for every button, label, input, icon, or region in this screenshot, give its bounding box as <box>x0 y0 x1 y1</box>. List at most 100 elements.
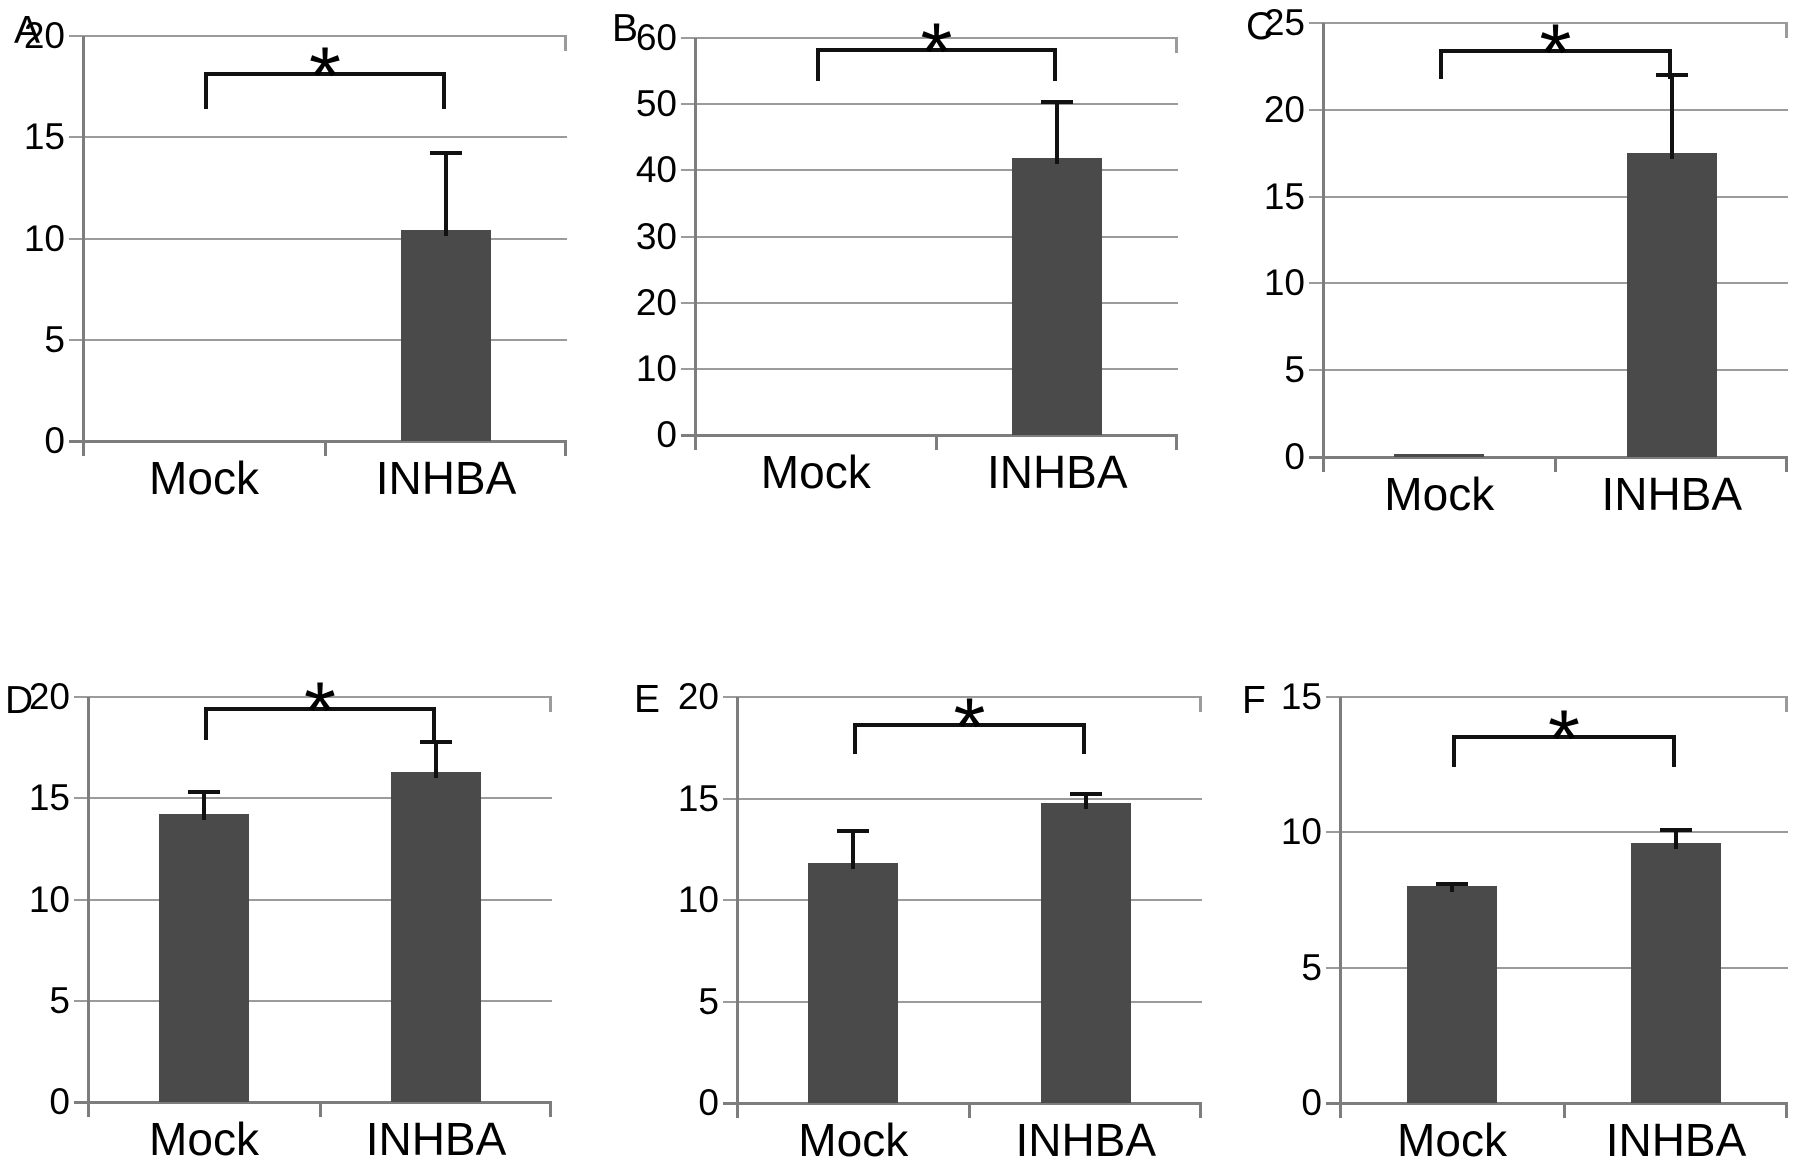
panel-E-gridline-5 <box>723 1000 1202 1003</box>
panel-E-ytick-0: 0 <box>698 1082 719 1123</box>
panel-A-ytick-5: 5 <box>44 318 65 360</box>
panel-F-errorbar-stem-Mock <box>1450 883 1454 893</box>
panel-C-bar-INHBA <box>1626 153 1717 457</box>
panel-B-ytick-40: 40 <box>635 149 677 191</box>
panel-E-label: E <box>634 678 661 721</box>
panel-B-errorbar-cap-INHBA <box>1041 100 1074 105</box>
panel-D-sig-asterisk: * <box>304 666 336 758</box>
panel-D-sig-bracket-top <box>204 707 436 712</box>
panel-E-sig-bracket-top <box>853 723 1086 728</box>
panel-E-gridline-10 <box>723 899 1202 901</box>
panel-D-errorbar-cap-Mock <box>188 790 220 795</box>
panel-F-ytick-10: 10 <box>1280 811 1322 853</box>
panel-C-xcat-INHBA: INHBA <box>1601 468 1743 520</box>
panel-D-top-end-tick <box>549 697 552 712</box>
panel-A-xcat-Mock: Mock <box>149 452 259 504</box>
panel-A-errorbar-stem-INHBA <box>444 153 448 237</box>
panel-B-top-end-tick <box>1175 38 1178 53</box>
panel-A-ytick-10: 10 <box>23 217 65 259</box>
panel-C-sig-bracket-top <box>1439 49 1672 54</box>
panel-D-xcat-INHBA: INHBA <box>365 1113 507 1165</box>
panel-B-y-axis <box>693 38 697 450</box>
panel-B-sig-bracket-top <box>815 47 1058 52</box>
panel-D-gridline-20 <box>74 696 552 698</box>
panel-B-ytick-50: 50 <box>635 83 677 125</box>
panel-B-gridline-30 <box>681 235 1178 238</box>
panel-F-y-axis <box>1338 697 1342 1118</box>
panel-B-sig-bracket-left <box>815 47 820 81</box>
panel-D-ytick-5: 5 <box>49 979 70 1021</box>
panel-D-errorbar-stem-INHBA <box>434 741 438 778</box>
panel-B-x-axis <box>681 433 1178 437</box>
panel-F-ytick-15: 15 <box>1280 676 1322 717</box>
panel-A-sig-asterisk: * <box>309 31 341 123</box>
panel-B-ytick-30: 30 <box>635 215 677 257</box>
panel-A-y-axis <box>81 36 85 456</box>
panel-C-sig-asterisk: * <box>1539 8 1572 100</box>
panel-B-sig-asterisk: * <box>920 6 953 98</box>
panel-D-y-axis <box>86 697 90 1117</box>
panel-A-ytick-20: 20 <box>23 15 65 56</box>
panel-E-sig-bracket-right <box>1081 723 1086 754</box>
panel-B-gridline-20 <box>681 301 1178 304</box>
panel-B-sig-bracket-right <box>1053 47 1058 81</box>
panel-E-errorbar-stem-Mock <box>851 830 856 870</box>
panel-B-xcat-INHBA: INHBA <box>986 446 1128 498</box>
panel-C-gridline-15 <box>1309 195 1788 198</box>
panel-C-ytick-25: 25 <box>1263 2 1305 43</box>
panel-E-x-mid-tick <box>968 1103 971 1118</box>
panel-C-ytick-20: 20 <box>1263 88 1305 130</box>
panel-B-gridline-10 <box>681 367 1178 370</box>
panel-B-ytick-10: 10 <box>635 347 677 389</box>
panel-C-x-end-tick <box>1785 457 1788 472</box>
panel-C-bar-Mock <box>1394 453 1485 457</box>
panel-B-label: B <box>612 7 639 50</box>
panel-F-sig-bracket-top <box>1452 734 1676 739</box>
panel-F-x-end-tick <box>1785 1103 1788 1118</box>
panel-E-y-axis <box>735 697 739 1118</box>
panel-D-ytick-15: 15 <box>28 777 70 819</box>
panel-B-ytick-0: 0 <box>656 414 677 455</box>
panel-F-xcat-Mock: Mock <box>1397 1114 1507 1166</box>
panel-B-ytick-20: 20 <box>635 281 677 323</box>
panel-F-errorbar-cap-INHBA <box>1660 827 1692 832</box>
panel-C-sig-bracket-left <box>1439 49 1444 79</box>
panel-C-ytick-10: 10 <box>1263 262 1305 304</box>
panel-C-top-end-tick <box>1785 23 1788 38</box>
panel-D-bar-INHBA <box>391 771 481 1102</box>
panel-B-gridline-60 <box>681 37 1178 39</box>
panel-E-xcat-Mock: Mock <box>798 1114 909 1166</box>
panel-C-errorbar-stem-INHBA <box>1669 75 1674 160</box>
panel-A-ytick-15: 15 <box>23 116 65 158</box>
panel-E-bar-Mock <box>808 863 899 1103</box>
panel-A-bar-INHBA <box>401 230 491 441</box>
panel-F-errorbar-cap-Mock <box>1436 881 1468 886</box>
panel-E-ytick-5: 5 <box>698 980 719 1022</box>
panel-D-sig-bracket-left <box>204 707 208 740</box>
panel-A-gridline-15 <box>69 136 567 139</box>
panel-C-sig-bracket-right <box>1667 49 1672 79</box>
panel-C-gridline-10 <box>1309 282 1788 285</box>
panel-C-label: C <box>1246 5 1275 48</box>
panel-A-errorbar-cap-INHBA <box>430 151 462 156</box>
panel-B-x-mid-tick <box>935 435 938 450</box>
panel-C-y-axis <box>1321 23 1325 472</box>
panel-A-gridline-20 <box>69 35 567 37</box>
panel-D-bar-Mock <box>159 814 249 1102</box>
panel-F-sig-asterisk: * <box>1548 693 1580 785</box>
panel-E-gridline-20 <box>723 696 1202 698</box>
panel-D-gridline-5 <box>74 999 552 1002</box>
panel-A-ytick-0: 0 <box>44 420 65 461</box>
panel-F-errorbar-stem-INHBA <box>1674 829 1678 850</box>
panel-A-sig-bracket-top <box>204 72 446 77</box>
panel-F-bar-Mock <box>1407 886 1497 1103</box>
panel-B-xcat-Mock: Mock <box>760 446 871 498</box>
panel-A-x-axis <box>69 439 567 443</box>
panel-A-label: A <box>14 9 41 52</box>
panel-F-x-axis <box>1326 1101 1788 1105</box>
panel-B-ytick-60: 60 <box>635 17 677 58</box>
panel-F-sig-bracket-left <box>1452 734 1456 768</box>
panel-F-gridline-10 <box>1326 831 1788 834</box>
panel-A-gridline-5 <box>69 338 567 341</box>
